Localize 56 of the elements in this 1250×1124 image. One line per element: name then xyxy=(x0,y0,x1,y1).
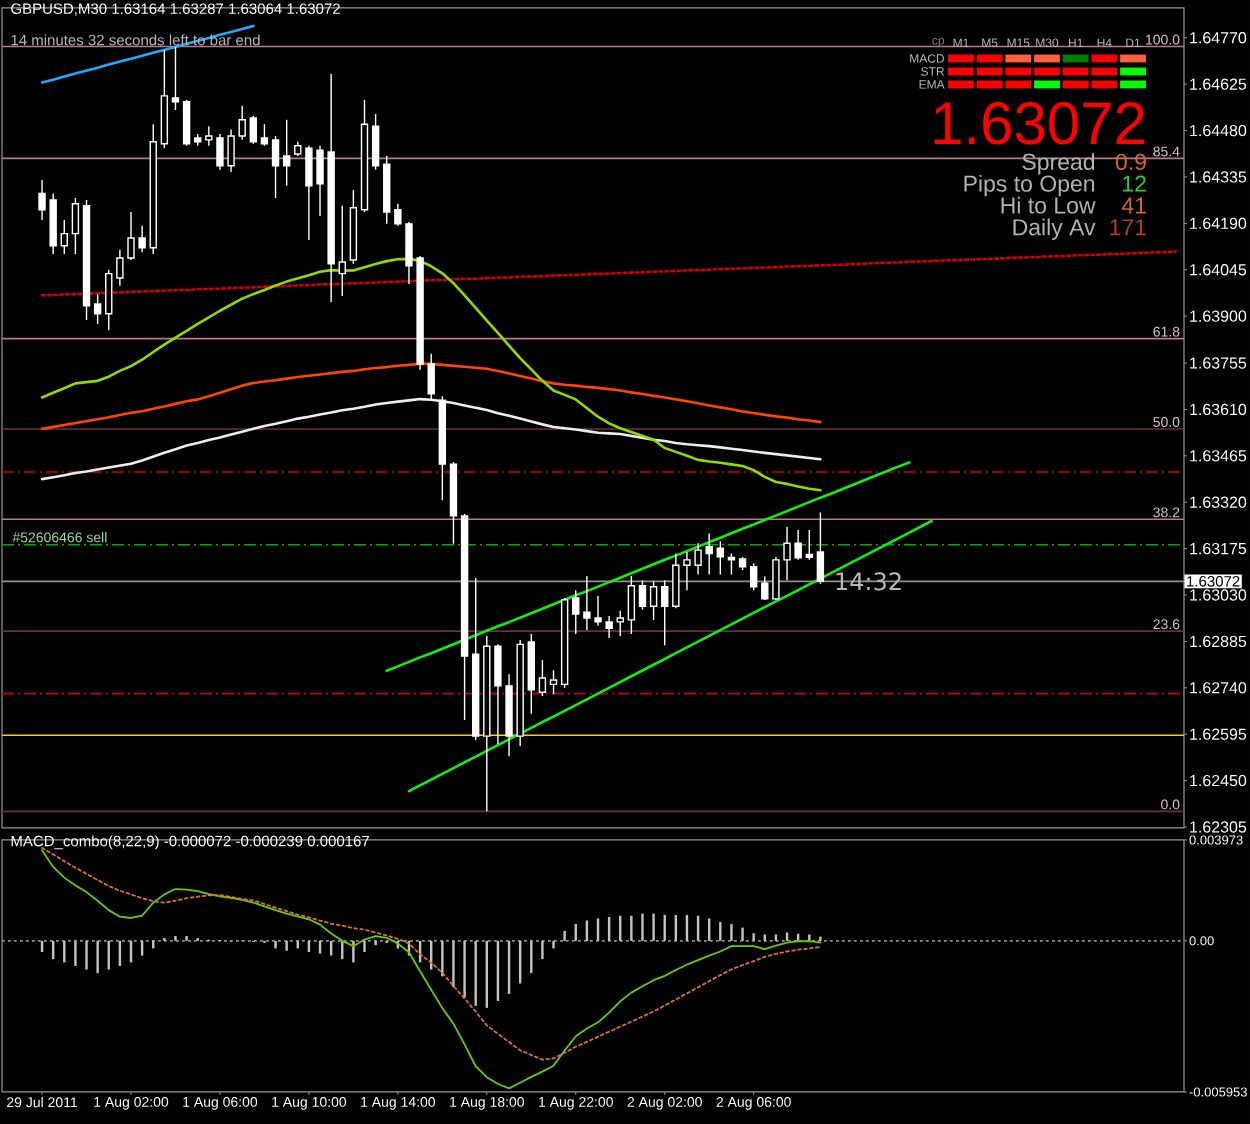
candlestick xyxy=(538,659,547,697)
candlestick xyxy=(638,579,647,611)
candlestick xyxy=(627,575,636,635)
candlestick xyxy=(716,540,725,576)
candlestick xyxy=(282,119,291,187)
candlestick xyxy=(171,45,180,111)
y-tick-label: 1.62740 xyxy=(1190,682,1247,694)
candlestick xyxy=(249,115,258,145)
candlestick xyxy=(761,575,769,601)
candlestick xyxy=(549,669,558,695)
y-tick-label: 1.62450 xyxy=(1190,774,1247,787)
y-tick-label: 1.64625 xyxy=(1190,78,1247,90)
candlestick xyxy=(271,135,280,199)
y-tick-label: 1.64480 xyxy=(1190,124,1247,137)
candlestick xyxy=(649,580,658,621)
candlestick xyxy=(572,589,580,635)
annotation: Hi to Low xyxy=(1001,196,1096,214)
y-tick-label: 1.63755 xyxy=(1190,357,1247,369)
y-tick-label: 1.63900 xyxy=(1190,310,1247,322)
y-tick-label: 1.63175 xyxy=(1190,542,1247,555)
annotation: 41 xyxy=(1121,197,1146,214)
candlestick xyxy=(816,511,825,585)
y-tick-label: 1.63465 xyxy=(1190,450,1247,462)
candlestick xyxy=(93,293,102,325)
y-tick-label: 1.63320 xyxy=(1190,496,1247,508)
y-tick-label: 1.63610 xyxy=(1190,403,1247,416)
candlestick xyxy=(383,155,391,225)
y-tick-label: 1.63030 xyxy=(1190,589,1247,601)
annotation: 1.63072 xyxy=(934,102,1144,145)
annotation: Pips to Open xyxy=(964,174,1095,197)
candlestick xyxy=(338,205,346,297)
candlestick xyxy=(182,99,191,147)
candlestick xyxy=(616,609,624,637)
y-tick-label: 1.64770 xyxy=(1190,32,1247,44)
candlestick xyxy=(260,123,269,147)
annotation: 12 xyxy=(1123,175,1146,192)
candlestick xyxy=(60,219,68,255)
candlestick xyxy=(427,353,435,401)
annotation: Daily Av xyxy=(1013,218,1096,240)
candlestick xyxy=(71,197,80,255)
candlestick xyxy=(727,552,736,576)
annotation: 171 xyxy=(1110,219,1146,236)
annotation: Spread xyxy=(1022,153,1095,175)
candlestick xyxy=(805,529,813,561)
y-tick-label: 1.64335 xyxy=(1190,171,1247,183)
candlestick xyxy=(371,113,380,171)
y-tick-label: 1.62595 xyxy=(1190,728,1247,740)
y-tick-label: 1.62305 xyxy=(1190,821,1247,833)
candlestick xyxy=(527,633,535,715)
y-tick-label: 1.64190 xyxy=(1190,217,1247,230)
candlestick xyxy=(749,562,758,591)
candlestick xyxy=(105,269,113,332)
y-tick-label: 1.62885 xyxy=(1190,635,1247,648)
y-tick-label: 1.64045 xyxy=(1190,264,1247,276)
candlestick xyxy=(661,579,669,647)
candlestick xyxy=(160,49,169,149)
